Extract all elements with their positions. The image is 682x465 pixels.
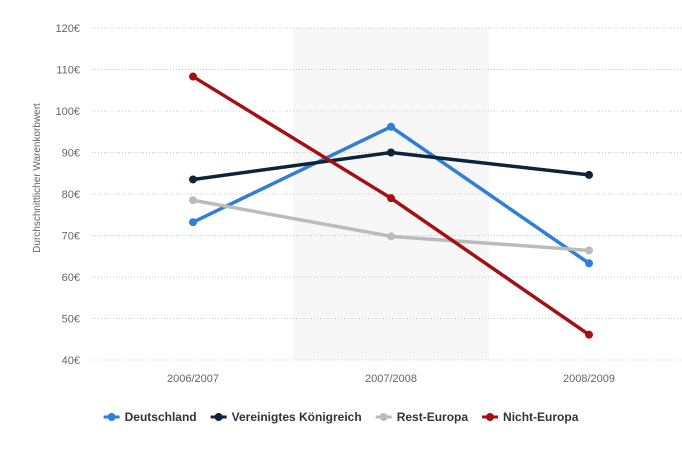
data-point[interactable] (189, 72, 197, 81)
data-point[interactable] (585, 246, 593, 255)
data-point[interactable] (387, 194, 395, 203)
legend-item[interactable]: Nicht-Europa (482, 410, 579, 424)
data-point[interactable] (189, 218, 197, 227)
y-tick-label: 40€ (62, 355, 80, 367)
legend[interactable]: Deutschland Vereinigtes Königreich Rest-Eu… (103, 410, 579, 424)
data-point[interactable] (585, 330, 593, 339)
highlight-band (293, 28, 489, 360)
legend-swatch-marker (486, 413, 495, 421)
y-tick-label: 110€ (56, 65, 80, 77)
data-point[interactable] (585, 170, 593, 179)
legend-swatch-marker (379, 413, 388, 421)
data-point[interactable] (387, 122, 395, 131)
data-point[interactable] (189, 196, 197, 205)
legend-label: Nicht-Europa (503, 410, 579, 424)
y-tick-label: 80€ (62, 189, 80, 201)
x-axis-ticks: 2006/2007 2007/2008 2008/2009 (167, 373, 615, 385)
legend-label: Rest-Europa (397, 410, 469, 424)
y-tick-label: 60€ (62, 272, 80, 284)
data-point[interactable] (585, 259, 593, 268)
x-tick-label: 2007/2008 (365, 373, 417, 385)
y-tick-label: 120€ (56, 23, 80, 35)
y-tick-label: 100€ (56, 106, 80, 118)
legend-item[interactable]: Deutschland (103, 410, 197, 424)
legend-item[interactable]: Rest-Europa (375, 410, 469, 424)
x-tick-label: 2006/2007 (167, 373, 219, 385)
legend-label: Deutschland (125, 410, 197, 424)
x-tick-label: 2008/2009 (563, 373, 615, 385)
y-axis-ticks: 40€ 50€ 60€ 70€ 80€ 90€ 100€ 110€ 120€ (56, 23, 80, 367)
y-tick-label: 70€ (62, 231, 80, 243)
legend-swatch-marker (214, 413, 223, 421)
y-axis-label: Durchschnittlicher Warenkorbwert (32, 103, 43, 253)
series-group (189, 72, 593, 339)
y-tick-label: 50€ (62, 314, 80, 326)
data-point[interactable] (387, 148, 395, 157)
legend-item[interactable]: Vereinigtes Königreich (210, 410, 362, 424)
legend-label: Vereinigtes Königreich (232, 410, 362, 424)
legend-swatch-marker (107, 413, 116, 421)
data-point[interactable] (387, 232, 395, 241)
y-tick-label: 90€ (62, 148, 80, 160)
data-point[interactable] (189, 175, 197, 184)
